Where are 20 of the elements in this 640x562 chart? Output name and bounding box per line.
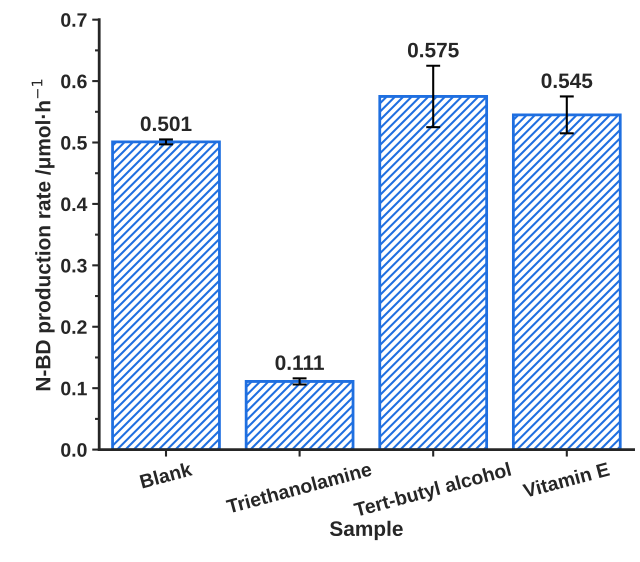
y-tick-label: 0.6 bbox=[61, 74, 87, 88]
bar bbox=[512, 113, 622, 450]
data-label: 0.545 bbox=[542, 73, 592, 88]
bar bbox=[378, 95, 488, 450]
x-tick-label: Vitamin E bbox=[522, 462, 610, 498]
bar bbox=[111, 140, 221, 450]
y-tick-label: 0.0 bbox=[61, 443, 87, 457]
y-tick-label: 0.1 bbox=[61, 382, 87, 396]
bar bbox=[244, 380, 354, 450]
y-tick-label: 0.3 bbox=[61, 258, 87, 273]
y-tick-label: 0.2 bbox=[61, 320, 87, 334]
data-label: 0.111 bbox=[276, 355, 324, 370]
x-axis-title: Sample bbox=[330, 520, 403, 540]
y-tick-label: 0.4 bbox=[61, 197, 88, 212]
x-tick-label: Blank bbox=[139, 461, 193, 489]
y-tick-label: 0.7 bbox=[61, 13, 87, 27]
y-axis-title: N-BD production rate /μmol·h$^{−1}$ bbox=[32, 80, 55, 390]
data-label: 0.501 bbox=[140, 116, 192, 132]
data-label: 0.575 bbox=[408, 42, 459, 58]
y-tick-label: 0.5 bbox=[61, 136, 87, 150]
